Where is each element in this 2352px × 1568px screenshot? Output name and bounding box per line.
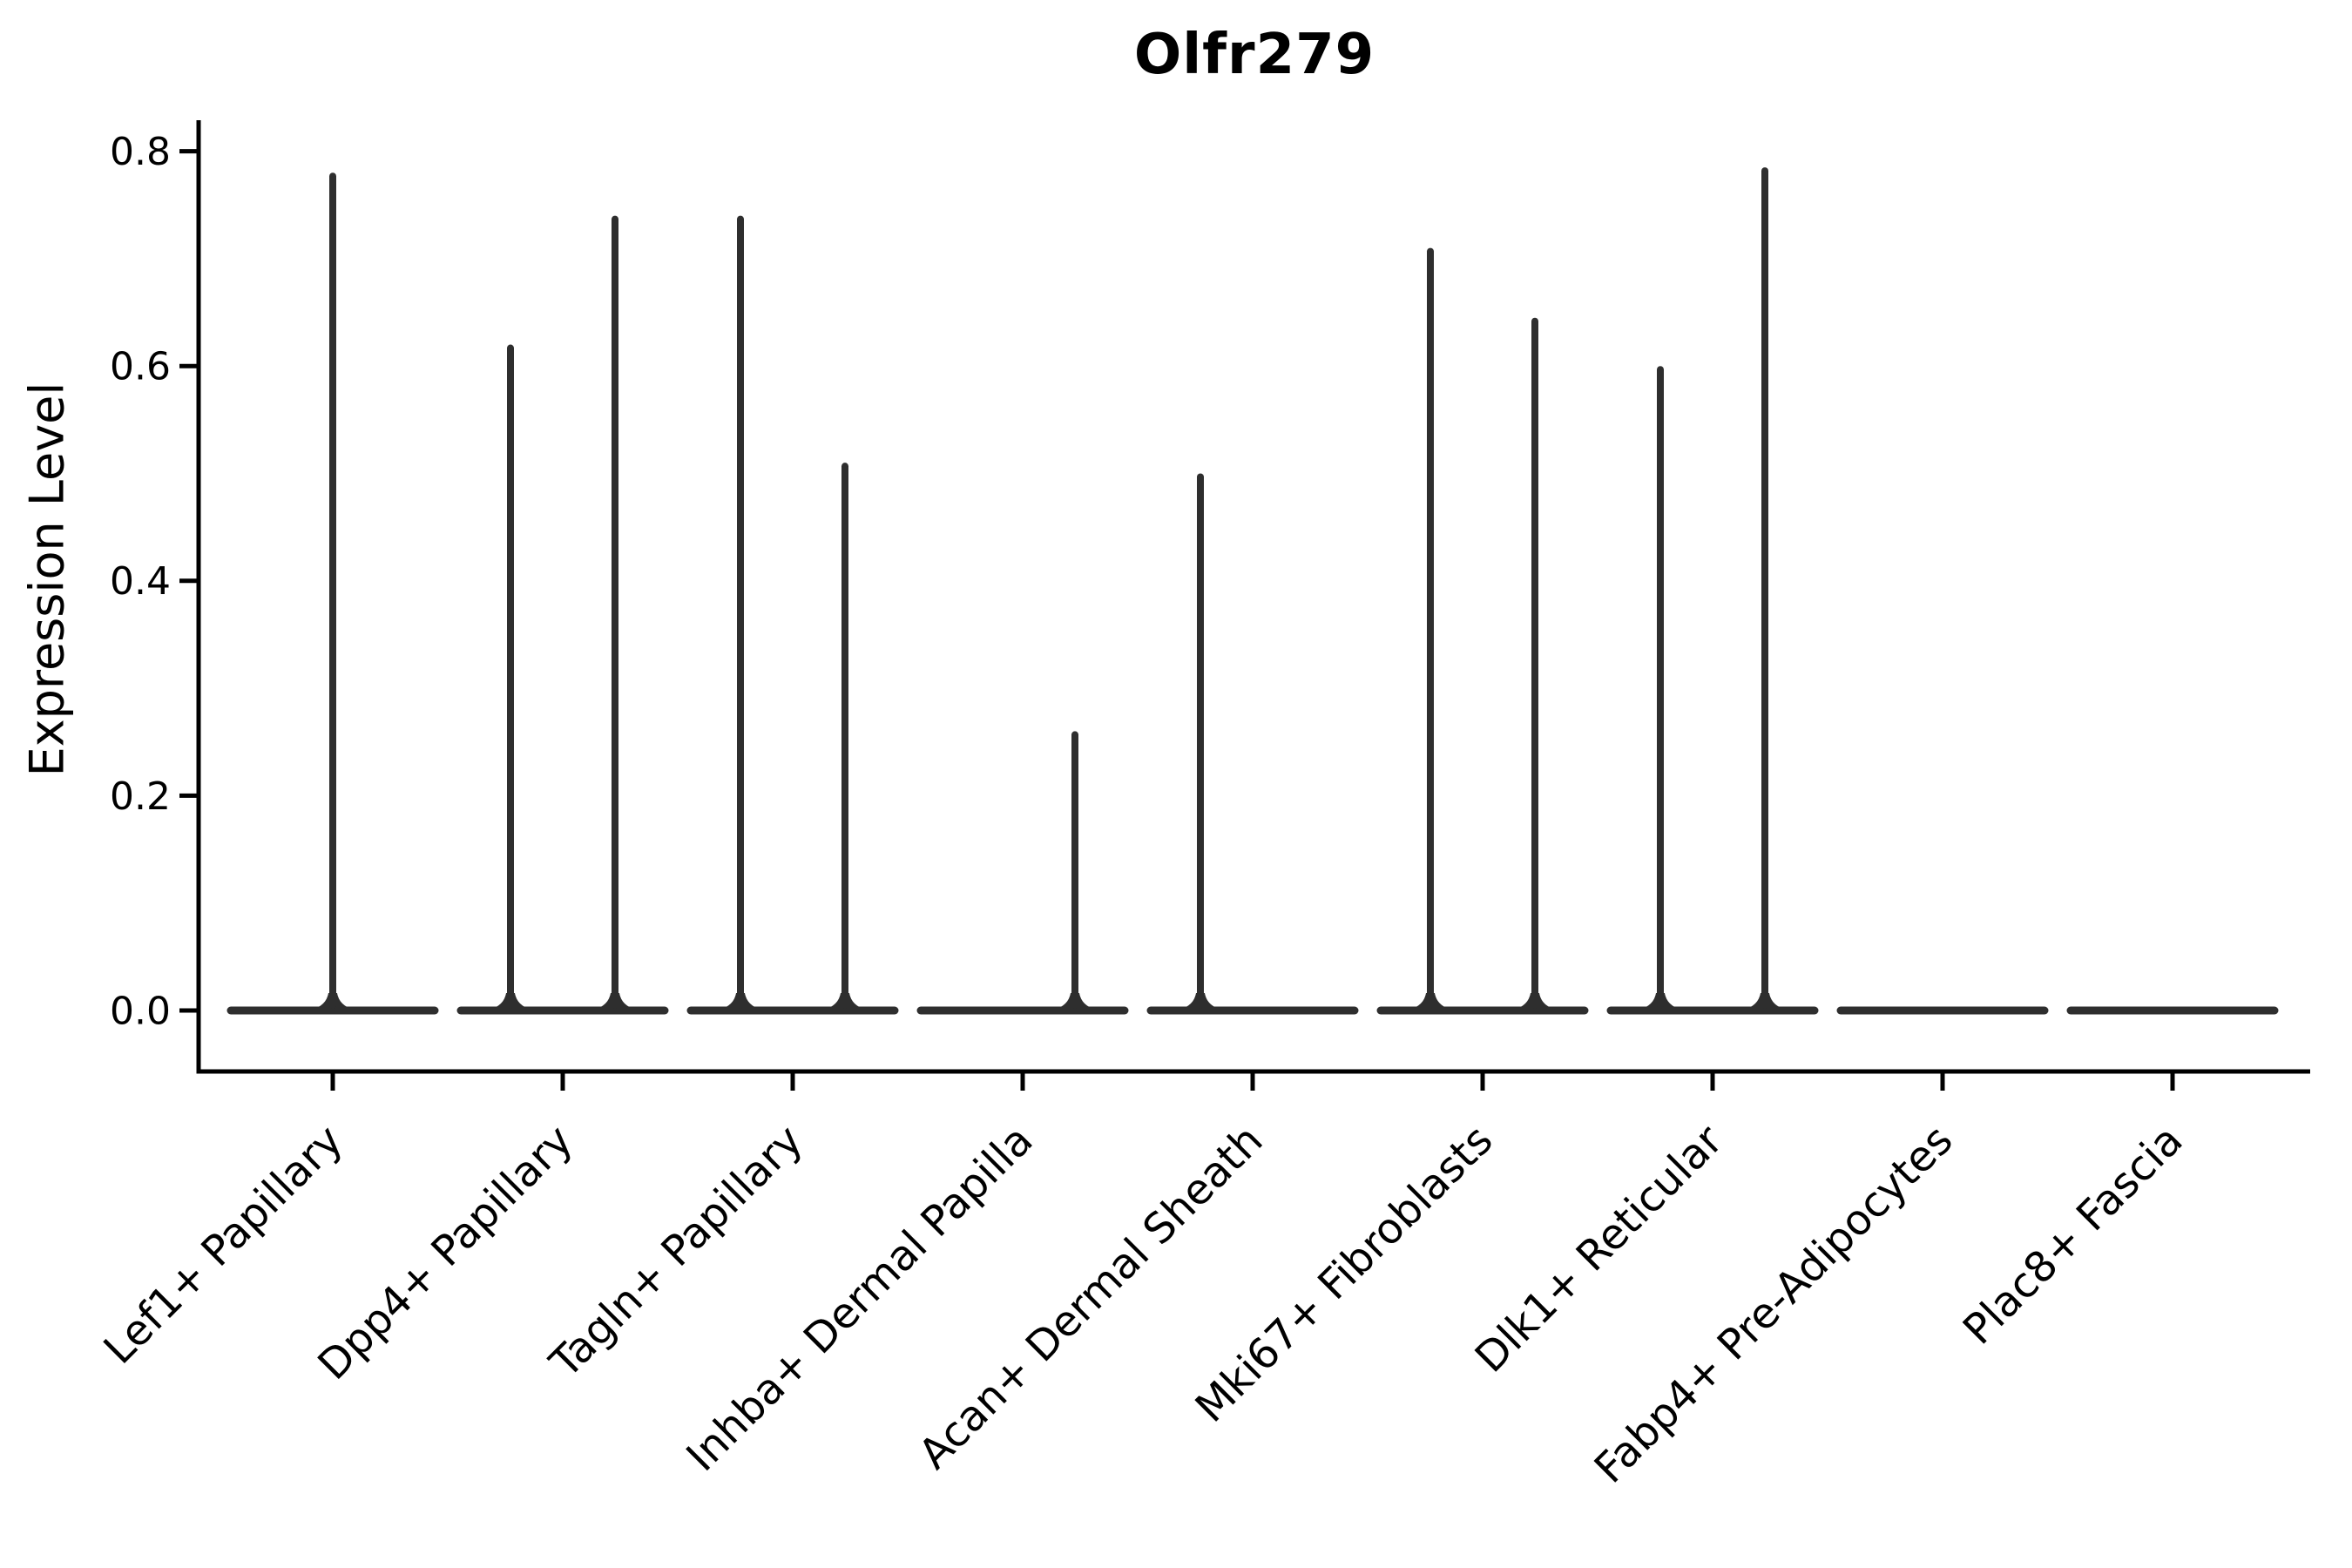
y-tick-label: 0.4 [110,559,171,604]
x-tick-label: Plac8+ Fascia [1954,1116,2193,1355]
y-tick-label: 0.8 [110,130,171,174]
x-tick-label: Dpp4+ Papillary [308,1116,582,1389]
x-tick-label: Lef1+ Papillary [95,1116,353,1374]
x-tick-label: Tagln+ Papillary [540,1116,812,1388]
x-tick-label: Dlk1+ Reticular [1466,1116,1733,1382]
chart-title: Olfr279 [1133,23,1375,87]
y-tick-label: 0.6 [110,345,171,389]
y-tick-label: 0.2 [110,774,171,819]
y-tick-label: 0.0 [110,989,171,1033]
